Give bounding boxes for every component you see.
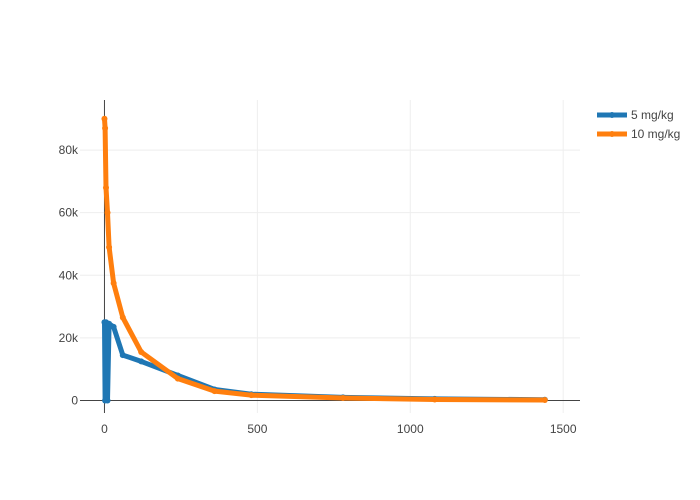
data-point	[174, 375, 181, 382]
data-point	[138, 358, 145, 365]
data-point	[102, 184, 109, 191]
x-tick-label: 1500	[550, 422, 577, 436]
data-point	[248, 392, 255, 399]
legend-label: 10 mg/kg	[631, 127, 680, 141]
x-tick-label: 0	[101, 422, 108, 436]
data-point	[101, 115, 108, 122]
legend-item[interactable]: 5 mg/kg	[597, 108, 674, 122]
x-tick-label: 1000	[397, 422, 424, 436]
data-point	[102, 125, 109, 132]
data-point	[106, 320, 113, 327]
data-point	[110, 280, 117, 287]
x-tick-label: 500	[247, 422, 267, 436]
y-tick-label: 0	[71, 393, 78, 407]
grid-lines	[80, 100, 580, 413]
y-tick-label: 80k	[59, 143, 79, 157]
y-tick-label: 60k	[59, 206, 79, 220]
data-point	[110, 323, 117, 330]
data-point	[104, 397, 111, 404]
legend[interactable]: 5 mg/kg 10 mg/kg	[597, 108, 680, 141]
legend-marker	[609, 131, 615, 137]
data-point	[119, 352, 126, 359]
legend-item[interactable]: 10 mg/kg	[597, 127, 680, 141]
data-point	[541, 397, 548, 404]
data-point	[431, 396, 438, 403]
y-tick-label: 20k	[59, 331, 79, 345]
series-line-0	[102, 319, 548, 403]
tick-labels: 0 500 1000 1500 0 20k 40k 60k 80k	[59, 143, 577, 436]
y-tick-label: 40k	[59, 268, 79, 282]
data-point	[119, 314, 126, 321]
series-line-1	[102, 116, 548, 403]
legend-label: 5 mg/kg	[631, 108, 674, 122]
series-lines	[101, 115, 548, 404]
data-point	[104, 209, 111, 216]
data-point	[211, 388, 218, 395]
legend-marker	[609, 112, 615, 118]
data-point	[106, 244, 113, 251]
data-point	[339, 394, 346, 401]
data-point	[138, 348, 145, 355]
